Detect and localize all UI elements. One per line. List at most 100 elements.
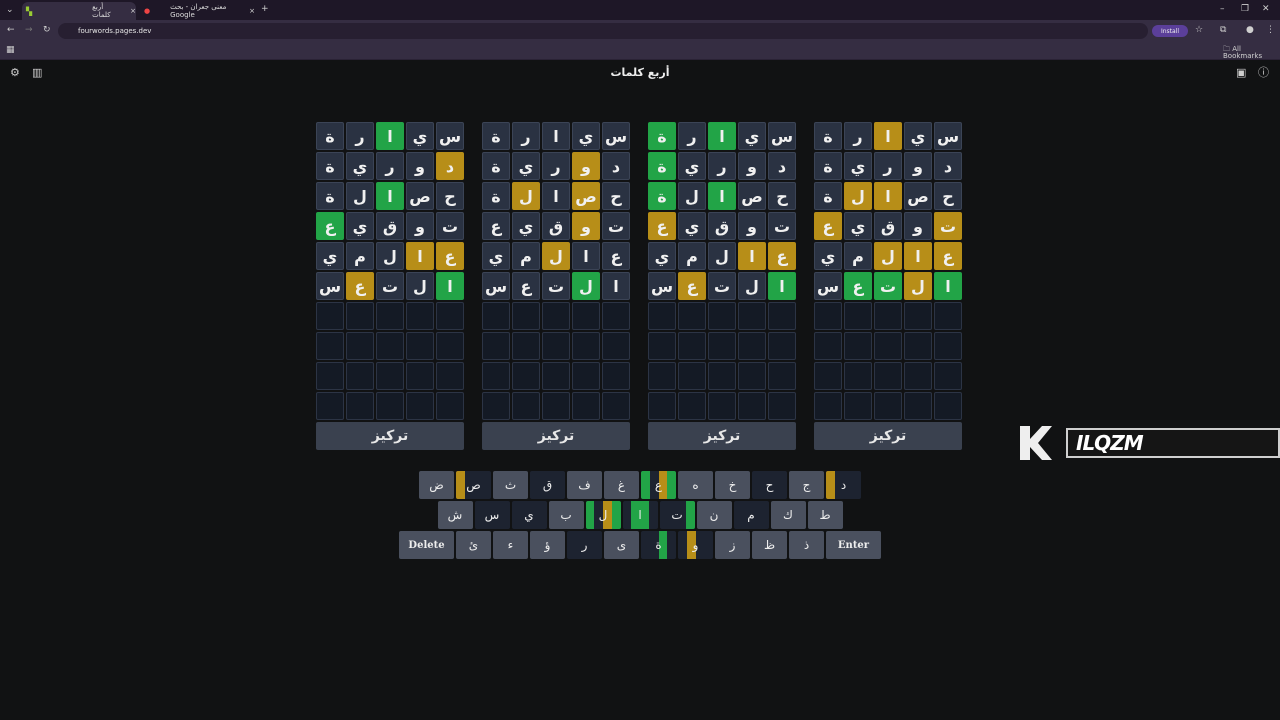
key-label: ث bbox=[504, 478, 517, 492]
key[interactable]: ض bbox=[419, 471, 454, 499]
tab-search-icon[interactable]: ⌄ bbox=[6, 5, 14, 15]
calendar-icon[interactable]: ▣ bbox=[1236, 66, 1247, 79]
tile-absent: ر bbox=[346, 122, 374, 150]
tile-present: ع bbox=[436, 242, 464, 270]
key-label: ل bbox=[598, 508, 608, 522]
focus-button[interactable]: تركيز bbox=[648, 422, 796, 450]
all-bookmarks-button[interactable]: 🗀 All Bookmarks bbox=[1223, 45, 1263, 60]
tile-absent: ل bbox=[406, 272, 434, 300]
key[interactable]: غ bbox=[604, 471, 639, 499]
key[interactable]: خ bbox=[715, 471, 750, 499]
tile-absent: م bbox=[512, 242, 540, 270]
tile-empty bbox=[572, 332, 600, 360]
extensions-icon[interactable]: ⧉ bbox=[1220, 25, 1227, 35]
tile-absent: ص bbox=[904, 182, 932, 210]
tile-empty bbox=[406, 302, 434, 330]
key[interactable]: ؤ bbox=[530, 531, 565, 559]
key[interactable]: ك bbox=[770, 501, 806, 529]
back-icon[interactable]: ← bbox=[7, 25, 15, 35]
key[interactable]: م bbox=[733, 501, 769, 529]
bookmark-star-icon[interactable]: ☆ bbox=[1195, 25, 1204, 35]
key[interactable]: ل bbox=[585, 501, 621, 529]
key[interactable]: ط bbox=[807, 501, 843, 529]
apps-icon[interactable]: ▦ bbox=[6, 45, 15, 55]
key[interactable]: ت bbox=[659, 501, 695, 529]
tile-empty bbox=[406, 362, 434, 390]
url-field[interactable]: fourwords.pages.dev bbox=[58, 23, 1148, 39]
tile-absent: ر bbox=[512, 122, 540, 150]
tile-empty bbox=[708, 392, 736, 420]
settings-gear-icon[interactable]: ⚙ bbox=[10, 66, 20, 79]
tile-empty bbox=[934, 302, 962, 330]
reload-icon[interactable]: ↻ bbox=[43, 25, 51, 35]
restore-icon[interactable]: ❐ bbox=[1241, 4, 1250, 14]
focus-button[interactable]: تركيز bbox=[482, 422, 630, 450]
tab-google-search[interactable]: ● معنى جعران - بحث Google × bbox=[140, 2, 255, 20]
key[interactable]: ح bbox=[752, 471, 787, 499]
delete-key[interactable]: Delete bbox=[399, 531, 454, 559]
close-icon[interactable]: × bbox=[130, 7, 136, 15]
key[interactable]: ب bbox=[548, 501, 584, 529]
enter-key[interactable]: Enter bbox=[826, 531, 881, 559]
key[interactable]: د bbox=[826, 471, 861, 499]
tile-empty bbox=[436, 332, 464, 360]
key[interactable]: ئ bbox=[456, 531, 491, 559]
menu-icon[interactable]: ⋮ bbox=[1266, 25, 1275, 35]
tile-absent: ر bbox=[844, 122, 872, 150]
tile-present: ل bbox=[904, 272, 932, 300]
tile-empty bbox=[844, 392, 872, 420]
key-label: Enter bbox=[837, 539, 870, 551]
install-button[interactable]: Install bbox=[1152, 25, 1188, 37]
tile-absent: ت bbox=[768, 212, 796, 240]
stats-chart-icon[interactable]: ▥ bbox=[32, 66, 43, 79]
key[interactable]: ظ bbox=[752, 531, 787, 559]
key-label: Delete bbox=[408, 539, 445, 551]
key[interactable]: ى bbox=[604, 531, 639, 559]
tab-four-words[interactable]: ▚ أربع كلمات × bbox=[22, 2, 136, 20]
close-window-icon[interactable]: ✕ bbox=[1262, 4, 1270, 14]
key[interactable]: ن bbox=[696, 501, 732, 529]
key[interactable]: ج bbox=[789, 471, 824, 499]
tile-empty bbox=[482, 302, 510, 330]
profile-avatar[interactable]: ● bbox=[1246, 25, 1254, 35]
key[interactable]: ة bbox=[641, 531, 676, 559]
key[interactable]: ي bbox=[511, 501, 547, 529]
key-label: س bbox=[484, 508, 500, 522]
close-icon[interactable]: × bbox=[249, 7, 255, 15]
key[interactable]: س bbox=[474, 501, 510, 529]
tile-correct: ا bbox=[768, 272, 796, 300]
tile-empty bbox=[346, 392, 374, 420]
tile-empty bbox=[648, 302, 676, 330]
key[interactable]: و bbox=[678, 531, 713, 559]
tile-empty bbox=[738, 332, 766, 360]
key-label: ة bbox=[655, 538, 662, 552]
focus-button[interactable]: تركيز bbox=[814, 422, 962, 450]
key[interactable]: ه bbox=[678, 471, 713, 499]
key-board-state-strip bbox=[641, 471, 650, 499]
key-label: ك bbox=[783, 508, 793, 522]
forward-icon[interactable]: → bbox=[25, 25, 33, 35]
tile-empty bbox=[738, 362, 766, 390]
focus-button[interactable]: تركيز bbox=[316, 422, 464, 450]
key[interactable]: ث bbox=[493, 471, 528, 499]
new-tab-icon[interactable]: + bbox=[261, 4, 269, 14]
key[interactable]: ر bbox=[567, 531, 602, 559]
tile-absent: ة bbox=[316, 152, 344, 180]
key[interactable]: ز bbox=[715, 531, 750, 559]
key[interactable]: ف bbox=[567, 471, 602, 499]
tile-correct: ة bbox=[648, 152, 676, 180]
key[interactable]: ع bbox=[641, 471, 676, 499]
tile-empty bbox=[346, 362, 374, 390]
tile-empty bbox=[874, 302, 902, 330]
key[interactable]: ذ bbox=[789, 531, 824, 559]
key[interactable]: ا bbox=[622, 501, 658, 529]
tile-empty bbox=[602, 392, 630, 420]
key[interactable]: ء bbox=[493, 531, 528, 559]
info-icon[interactable]: ⓘ bbox=[1258, 66, 1269, 79]
key[interactable]: ق bbox=[530, 471, 565, 499]
tile-present: ا bbox=[874, 122, 902, 150]
minimize-icon[interactable]: – bbox=[1220, 4, 1225, 14]
key[interactable]: ص bbox=[456, 471, 491, 499]
key[interactable]: ش bbox=[437, 501, 473, 529]
tile-absent: س bbox=[648, 272, 676, 300]
